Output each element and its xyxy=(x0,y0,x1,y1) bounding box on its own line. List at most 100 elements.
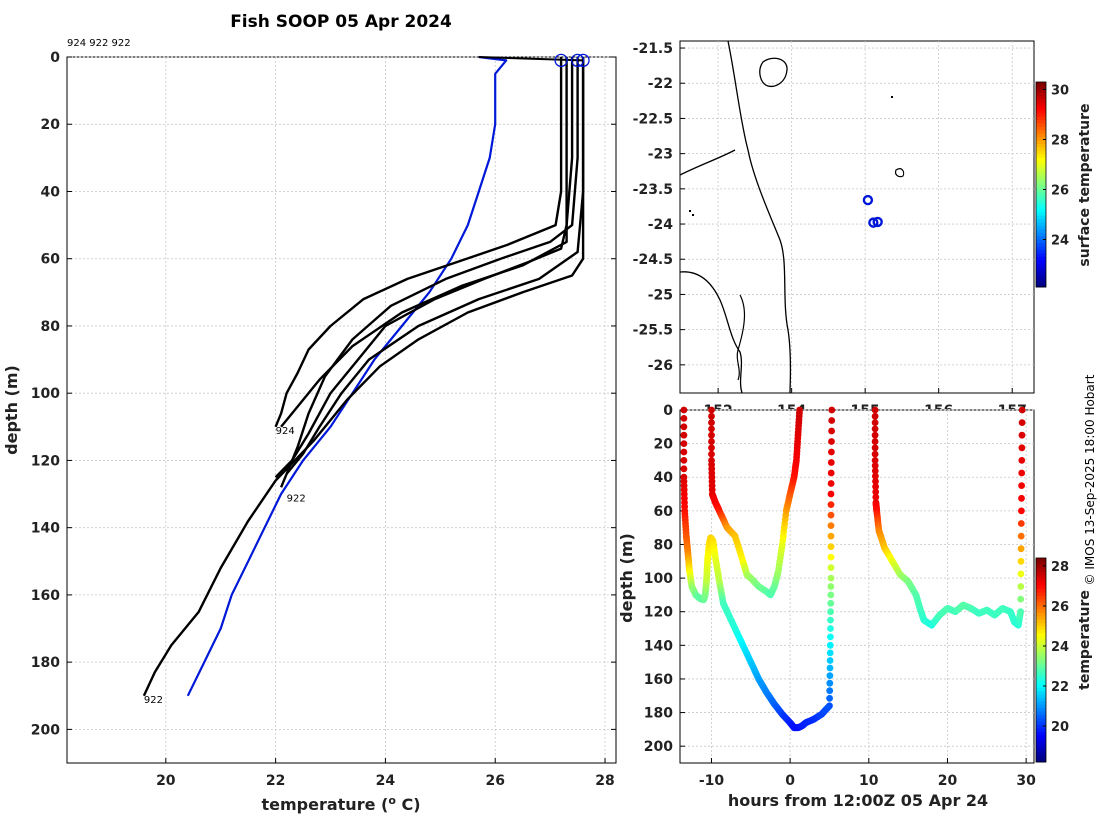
section-sample-point xyxy=(828,448,835,456)
section-points xyxy=(680,406,1026,732)
section-colorbar-segment xyxy=(1036,758,1046,763)
profile-line xyxy=(285,57,585,475)
section-sample-point xyxy=(828,406,836,414)
profile-xtick-label: 28 xyxy=(595,773,614,789)
section-sample-point xyxy=(708,406,715,414)
section-sample-point xyxy=(1018,457,1026,464)
map-colorbar-segment xyxy=(1036,194,1046,199)
section-sample-point xyxy=(828,417,836,424)
map-colorbar-segment xyxy=(1036,177,1046,182)
section-colorbar-segment xyxy=(1036,619,1046,624)
surface-marker xyxy=(554,53,568,68)
map-colorbar-segment xyxy=(1036,218,1046,223)
section-sample-point xyxy=(826,702,833,710)
profile-ytick-label: 180 xyxy=(31,655,60,671)
section-sample-point xyxy=(827,522,835,529)
section-xtick-label: 20 xyxy=(938,773,958,789)
map-ytick-label: -24.5 xyxy=(633,252,673,268)
profile-ytick-label: 20 xyxy=(41,117,61,133)
map-colorbar-segment xyxy=(1036,164,1046,168)
map-ytick-label: -23.5 xyxy=(633,182,673,198)
profile-line xyxy=(279,57,579,488)
section-colorbar-segment xyxy=(1036,738,1046,743)
profile-line xyxy=(280,57,568,428)
map-colorbar-label: surface temperature xyxy=(1077,103,1093,266)
map-colorbar-segment xyxy=(1036,249,1046,254)
section-colorbar-segment xyxy=(1036,605,1046,610)
section-sample-point xyxy=(872,493,880,501)
section-ytick-label: 180 xyxy=(644,706,673,722)
section-sample-point xyxy=(871,431,879,439)
section-sample-point xyxy=(680,423,688,431)
section-sample-point xyxy=(827,599,835,607)
section-colorbar-segment xyxy=(1036,711,1046,715)
section-colorbar-segment xyxy=(1036,673,1046,678)
profile-ytick-label: 200 xyxy=(31,722,60,738)
map-cast-marker xyxy=(862,194,874,206)
section-colorbar-segment xyxy=(1036,748,1046,753)
profile-chart-grid xyxy=(67,56,616,763)
map-colorbar-segment xyxy=(1036,263,1046,267)
section-colorbar-segment xyxy=(1036,612,1046,617)
map-colorbar-segment xyxy=(1036,198,1046,203)
map-colorbar-segment xyxy=(1036,276,1046,281)
map-colorbar-segment xyxy=(1036,160,1046,165)
map-colorbar-segment xyxy=(1036,140,1046,144)
section-ytick-label: 40 xyxy=(654,470,674,486)
map-colorbar-segment xyxy=(1036,88,1046,93)
map-ytick-label: -26 xyxy=(648,358,673,374)
section-colorbar-segment xyxy=(1036,626,1046,630)
map-colorbar-segment xyxy=(1036,126,1046,131)
section-sample-point xyxy=(680,457,688,464)
section-sample-point xyxy=(872,478,879,485)
section-xtick-label: 0 xyxy=(785,773,795,789)
coastline-inlet xyxy=(736,294,746,381)
section-colorbar-tick-label: 22 xyxy=(1051,680,1069,695)
section-colorbar-frame xyxy=(1035,557,1047,763)
map-colorbar-segment xyxy=(1036,92,1046,97)
map-colorbar-segment xyxy=(1036,136,1046,141)
section-ytick-label: 0 xyxy=(663,403,673,419)
map-grid xyxy=(680,41,1034,393)
profile-ytick-label: 140 xyxy=(31,521,60,537)
map-colorbar-segment xyxy=(1036,85,1046,90)
section-colorbar-segment xyxy=(1036,558,1046,562)
section-sample-point xyxy=(680,440,688,447)
profile-xtick-label: 20 xyxy=(156,773,176,789)
section-sample-point xyxy=(871,406,879,414)
map-ytick-label: -21.5 xyxy=(633,41,673,57)
section-colorbar-segment xyxy=(1036,660,1046,664)
map-colorbar-segment xyxy=(1036,266,1046,271)
section-xtick-label: -10 xyxy=(699,773,725,789)
section-sample-point xyxy=(828,438,835,445)
map-colorbar-segment xyxy=(1036,252,1046,257)
section-colorbar-segment xyxy=(1036,595,1046,600)
section-sample-point xyxy=(1017,570,1025,578)
profile-yaxis-label: depth (m) xyxy=(2,365,21,455)
section-sample-point xyxy=(826,694,833,702)
section-yaxis-label: depth (m) xyxy=(617,533,636,623)
map-colorbar-segment xyxy=(1036,242,1046,247)
map-colorbar-segment xyxy=(1036,133,1046,138)
profile-xtick-label: 24 xyxy=(376,773,396,789)
profile-line xyxy=(274,57,563,428)
profile-chart-xticks: 20 22 24 26 28 xyxy=(156,758,615,789)
map-cast-marker xyxy=(872,216,883,228)
section-sample-point xyxy=(680,415,688,422)
section-xtick-label: 30 xyxy=(1016,773,1036,789)
section-sample-point xyxy=(871,412,879,420)
profile-ytick-label: 80 xyxy=(41,319,61,335)
map-xtick-label: 155 xyxy=(851,403,880,419)
section-sample-point xyxy=(871,438,879,445)
section-colorbar-tick-label: 20 xyxy=(1051,720,1069,735)
map-colorbar-segment xyxy=(1036,235,1046,240)
section-sample-point xyxy=(1017,520,1025,527)
map-colorbar-segment xyxy=(1036,123,1046,127)
map-ytick-label: -22 xyxy=(648,76,673,92)
map-yticks: -21.5 -22 -22.5 -23 -23.5 -24 -24.5 -25 -25.5 -26 xyxy=(633,41,685,374)
profile-ytick-label: 40 xyxy=(41,184,61,200)
section-sample-point xyxy=(871,462,879,470)
section-sample-point xyxy=(1018,482,1025,489)
map-chart: -21.5 -22 -22.5 -23 -23.5 -24 -24.5 -25 -25.5 -26… xyxy=(633,40,1093,419)
section-frame xyxy=(679,409,1035,764)
